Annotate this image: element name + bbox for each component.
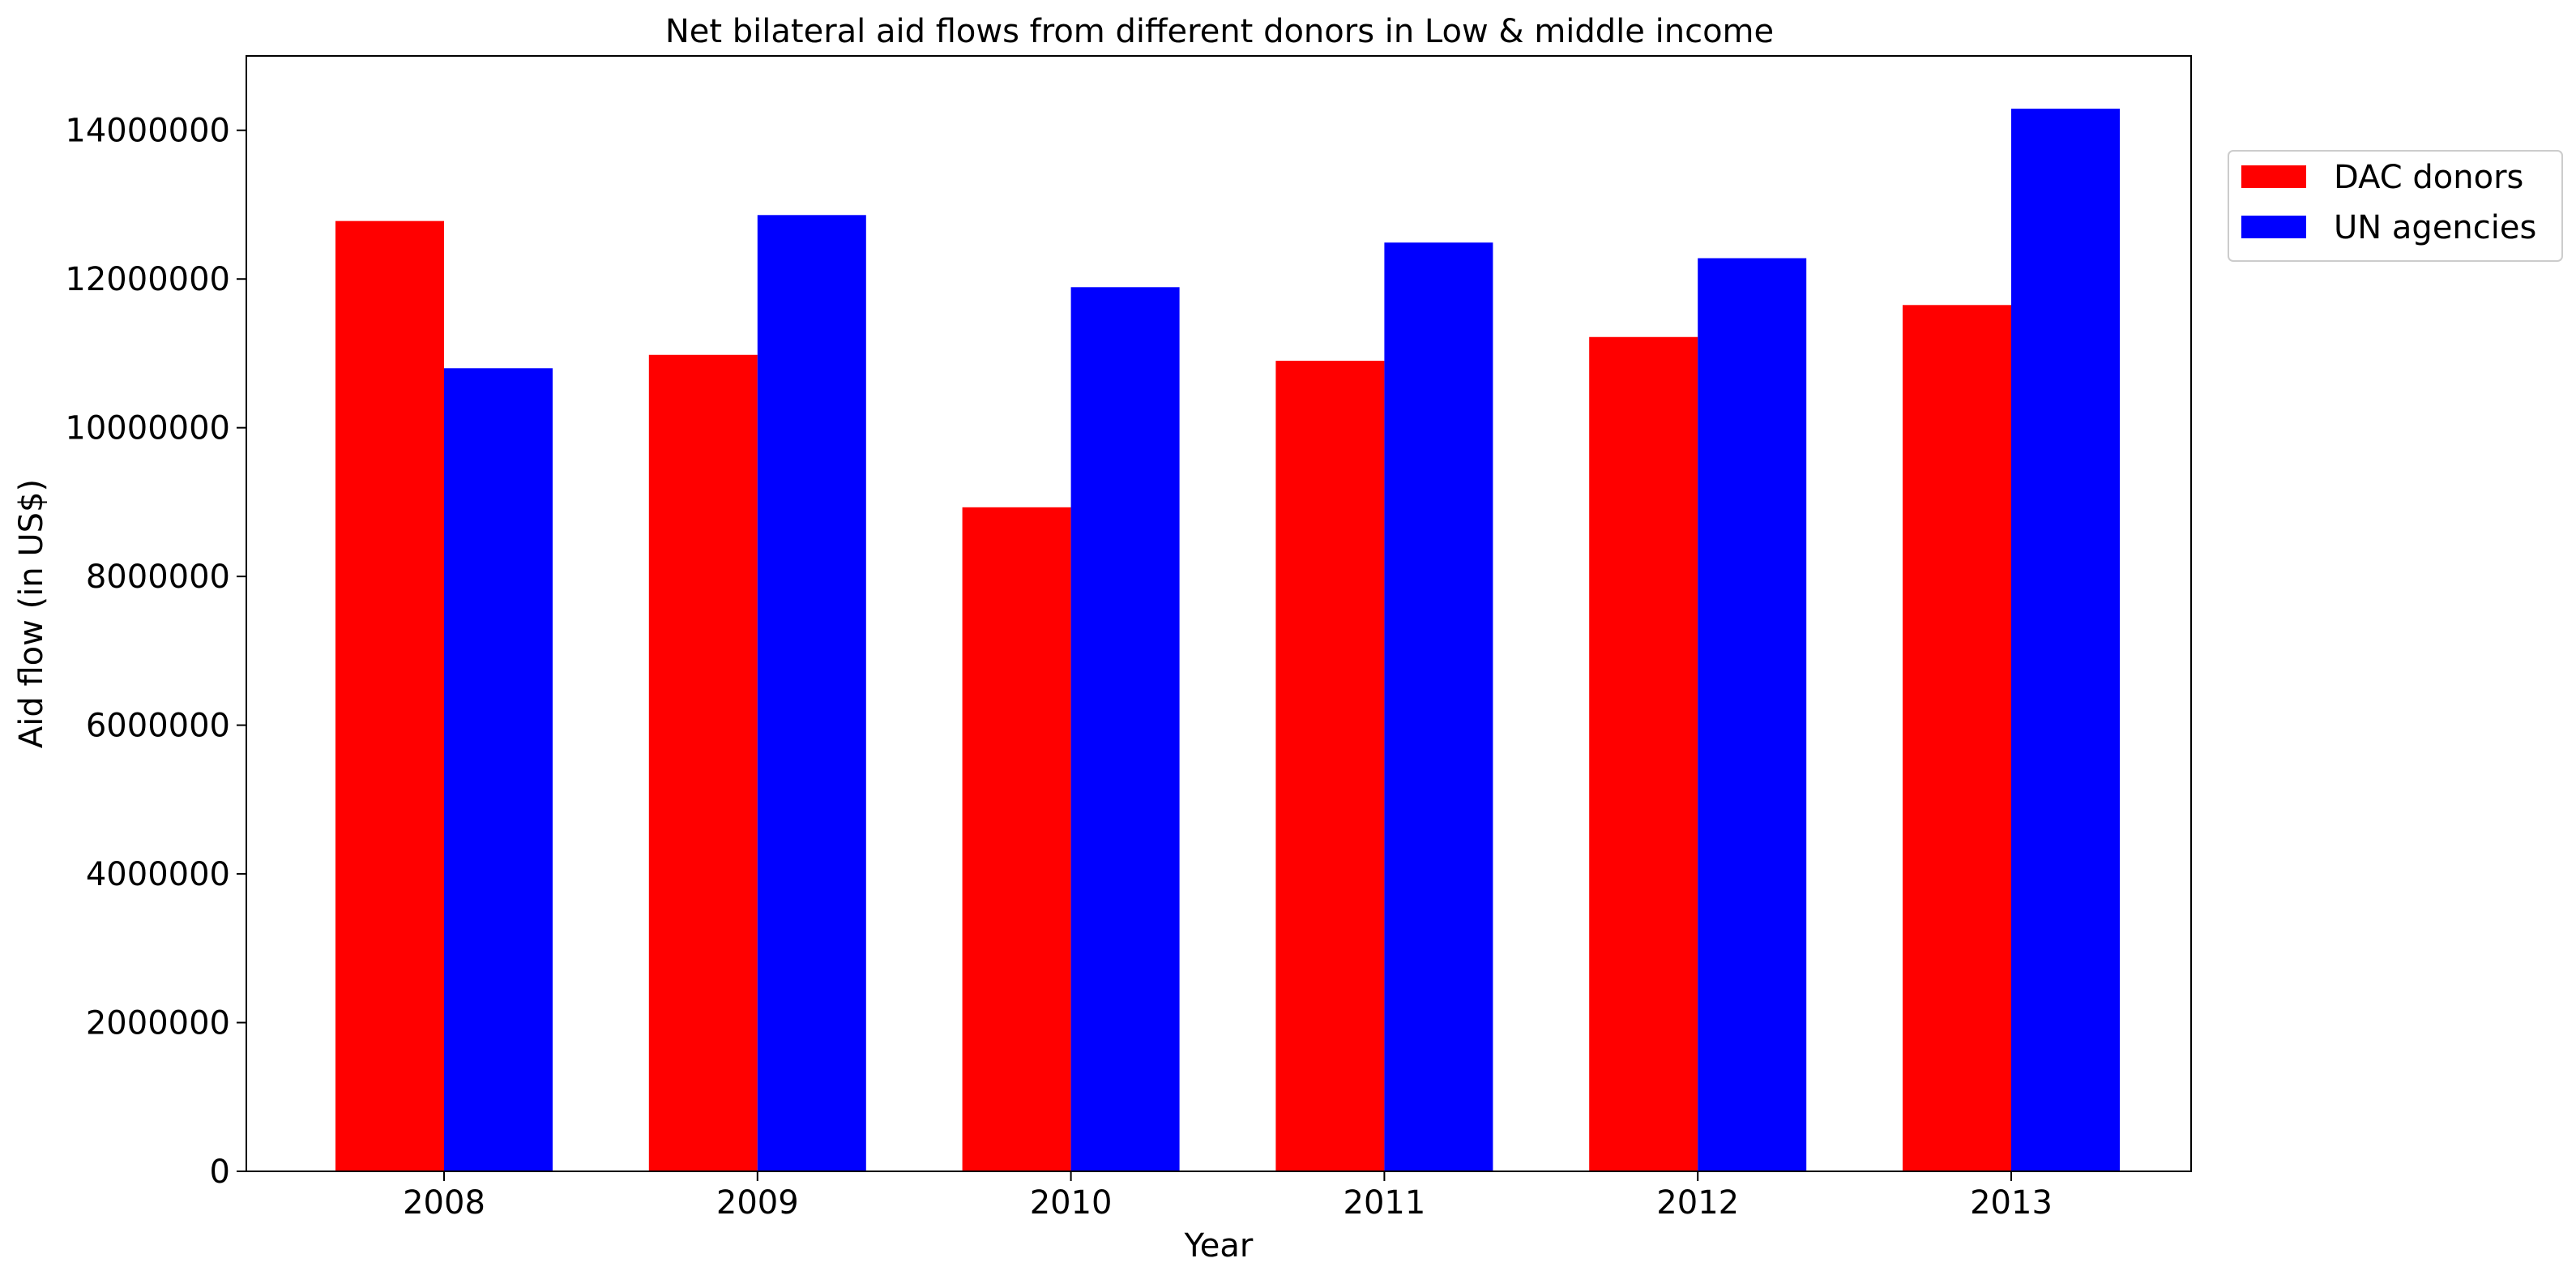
y-axis-label: Aid flow (in US$) <box>13 479 50 748</box>
bar-un-agencies-2008 <box>444 368 553 1171</box>
y-tick-label: 4000000 <box>86 856 230 893</box>
y-tick-label: 6000000 <box>86 708 230 745</box>
x-tick-label: 2011 <box>1344 1184 1426 1222</box>
y-tick-label: 14000000 <box>65 113 230 150</box>
x-tick-label: 2009 <box>716 1184 799 1222</box>
bar-dac-donors-2012 <box>1589 336 1698 1172</box>
legend-label: DAC donors <box>2334 159 2523 196</box>
y-tick-label: 2000000 <box>86 1005 230 1042</box>
plot-area: 2008 2009 2010 2011 2012 2013 0 2000000 4000000 6… <box>65 109 2120 1222</box>
bar-un-agencies-2013 <box>2011 109 2120 1172</box>
legend-label: UN agencies <box>2334 209 2536 246</box>
bar-un-agencies-2009 <box>757 215 866 1171</box>
bar-dac-donors-2009 <box>648 354 758 1171</box>
bar-dac-donors-2011 <box>1275 361 1385 1171</box>
x-tick-label: 2008 <box>403 1184 485 1222</box>
bar-un-agencies-2011 <box>1384 242 1493 1171</box>
y-tick-label: 12000000 <box>65 261 230 298</box>
legend-box <box>2228 150 2563 262</box>
y-tick-label: 10000000 <box>65 410 230 447</box>
y-tick-label: 0 <box>210 1153 230 1191</box>
x-tick-label: 2012 <box>1656 1184 1739 1222</box>
x-tick-label: 2013 <box>1970 1184 2053 1222</box>
x-tick-label: 2010 <box>1030 1184 1113 1222</box>
legend: DAC donors UN agencies <box>2228 150 2563 262</box>
bar-dac-donors-2008 <box>335 220 444 1172</box>
bar-dac-donors-2013 <box>1903 305 2011 1172</box>
bar-un-agencies-2012 <box>1698 258 1807 1172</box>
y-tick-label: 8000000 <box>86 559 230 596</box>
legend-swatch-un-agencies <box>2241 216 2306 238</box>
bar-dac-donors-2010 <box>962 507 1071 1171</box>
bar-un-agencies-2010 <box>1070 287 1180 1172</box>
chart-title: Net bilateral aid flows from different d… <box>665 13 1774 50</box>
legend-swatch-dac-donors <box>2241 165 2306 188</box>
plot-frame <box>246 55 2192 1172</box>
x-axis-label: Year <box>1184 1227 1254 1265</box>
